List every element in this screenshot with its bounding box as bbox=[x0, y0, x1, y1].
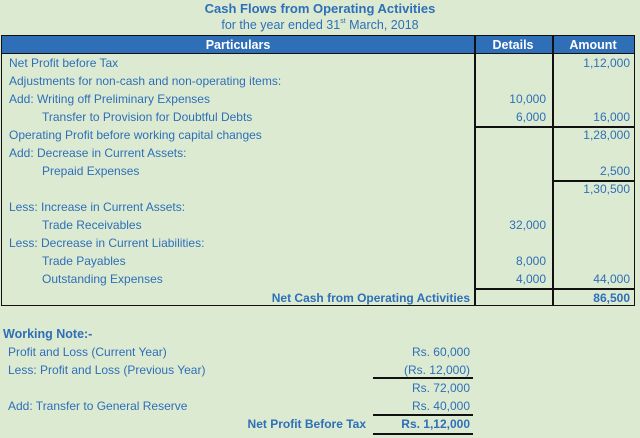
working-note-label: Less: Profit and Loss (Previous Year) bbox=[8, 363, 206, 377]
row-amount bbox=[554, 90, 630, 108]
working-note-total-label: Net Profit Before Tax bbox=[247, 417, 366, 431]
row-amount bbox=[554, 198, 630, 216]
row-details bbox=[476, 180, 546, 198]
underline bbox=[373, 433, 473, 435]
header-details: Details bbox=[474, 36, 552, 54]
working-note-value: Rs. 72,000 bbox=[411, 381, 470, 395]
row-amount: 16,000 bbox=[593, 110, 630, 124]
total-amount: 86,500 bbox=[593, 291, 630, 305]
row-amount: 2,500 bbox=[599, 164, 630, 178]
row-details: 8,000 bbox=[515, 254, 546, 268]
row-amount: 1,12,000 bbox=[583, 56, 630, 70]
row-particulars: Trade Payables bbox=[42, 254, 126, 268]
row-particulars: Add: Decrease in Current Assets: bbox=[9, 146, 187, 160]
working-note-total-value: Rs. 1,12,000 bbox=[401, 417, 470, 431]
statement-subtitle: for the year ended 31st March, 2018 bbox=[221, 18, 419, 32]
row-details bbox=[476, 144, 546, 162]
row-details bbox=[476, 54, 546, 72]
row-particulars: Less: Increase in Current Assets: bbox=[9, 200, 186, 214]
row-amount: 1,30,500 bbox=[583, 182, 630, 196]
row-particulars: Operating Profit before working capital … bbox=[9, 128, 262, 142]
row-particulars: Adjustments for non-cash and non-operati… bbox=[9, 74, 282, 88]
row-details: 32,000 bbox=[509, 218, 546, 232]
row-particulars: Trade Receivables bbox=[42, 218, 142, 232]
working-note-label: Profit and Loss (Current Year) bbox=[8, 345, 167, 359]
working-note-value: (Rs. 12,000) bbox=[403, 363, 470, 377]
row-details bbox=[476, 126, 546, 144]
row-amount bbox=[554, 234, 630, 252]
row-details: 4,000 bbox=[515, 272, 546, 286]
total-label: Net Cash from Operating Activities bbox=[271, 291, 470, 305]
row-details bbox=[476, 198, 546, 216]
row-amount: 1,28,000 bbox=[583, 128, 630, 142]
row-amount bbox=[554, 216, 630, 234]
row-amount bbox=[554, 144, 630, 162]
column-divider bbox=[552, 36, 554, 305]
cash-flow-table: Particulars Details Amount Net Profit be… bbox=[1, 35, 635, 306]
row-particulars: Prepaid Expenses bbox=[42, 164, 140, 178]
header-particulars: Particulars bbox=[2, 36, 474, 54]
working-note-heading: Working Note:- bbox=[3, 327, 93, 341]
row-details bbox=[476, 72, 546, 90]
row-amount bbox=[554, 252, 630, 270]
row-divider bbox=[474, 126, 634, 128]
row-details bbox=[476, 162, 546, 180]
underline bbox=[373, 414, 473, 416]
statement-title: Cash Flows from Operating Activities bbox=[204, 1, 436, 16]
row-particulars: Net Profit before Tax bbox=[9, 56, 119, 70]
row-particulars: Transfer to Provision for Doubtful Debts bbox=[42, 110, 253, 124]
row-details: 10,000 bbox=[509, 92, 546, 106]
row-divider bbox=[552, 180, 634, 182]
row-particulars: Less: Decrease in Current Liabilities: bbox=[9, 236, 205, 250]
header-amount: Amount bbox=[552, 36, 634, 54]
row-details: 6,000 bbox=[515, 110, 546, 124]
row-amount bbox=[554, 72, 630, 90]
row-details bbox=[476, 234, 546, 252]
row-divider bbox=[474, 288, 634, 290]
working-note-label: Add: Transfer to General Reserve bbox=[8, 399, 188, 413]
underline bbox=[373, 377, 473, 379]
working-note-value: Rs. 60,000 bbox=[411, 345, 470, 359]
row-amount: 44,000 bbox=[593, 272, 630, 286]
working-note-value: Rs. 40,000 bbox=[411, 399, 470, 413]
row-particulars: Add: Writing off Preliminary Expenses bbox=[9, 92, 210, 106]
row-particulars: Outstanding Expenses bbox=[42, 272, 163, 286]
column-divider bbox=[474, 36, 476, 305]
